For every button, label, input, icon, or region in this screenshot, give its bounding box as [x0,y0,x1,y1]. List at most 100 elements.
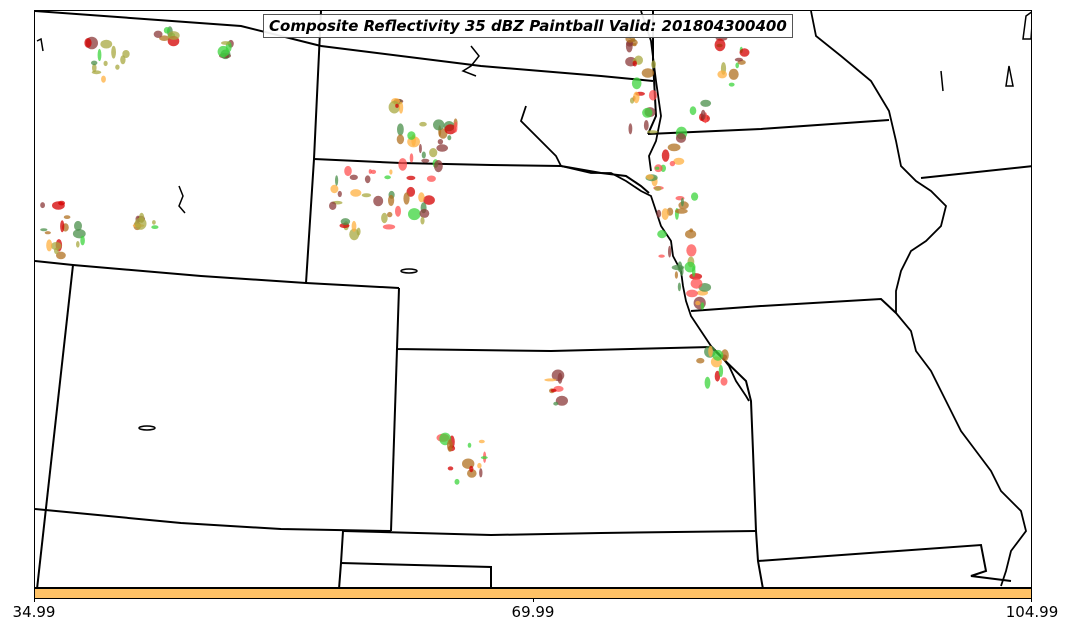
paintball-echo [557,372,563,384]
paintball-echo [389,169,393,175]
paintball-echo [408,208,421,221]
paintball-echo [418,143,422,154]
paintball-echo [632,43,637,47]
paintball-echo [651,60,656,69]
paintball-echo [44,231,51,235]
paintball-echo [691,192,699,201]
paintball-echo [381,212,388,224]
paintball-echo [689,106,697,116]
paintball-echo [100,39,113,49]
paintball-echo [447,466,454,471]
paintball-echo [454,478,460,485]
paintball-echo [40,202,45,209]
lake-shore-nd [461,45,480,77]
paintball-echo [97,48,102,62]
map-canvas [35,11,1031,587]
paintball-echo [677,261,683,273]
paintball-echo [373,195,384,207]
paintball-echo [700,109,706,120]
paintball-echo [382,224,396,230]
paintball-echo [686,289,698,298]
paintball-echo [720,377,728,386]
paintball-echo [467,469,477,478]
paintball-echo [668,245,672,258]
paintball-echo [641,68,655,78]
paintball-echo [714,38,726,52]
boundary-wy-co-north [35,260,400,289]
paintball-echo [480,456,488,460]
paintball-echo [103,60,108,67]
paintball-echo [120,55,126,65]
paintball-echo [221,41,231,45]
paintball-echo [370,169,377,174]
lake-7 [36,37,44,52]
paintball-echo [384,175,391,180]
paintball-echo [661,149,670,162]
paintball-echo [76,241,80,248]
paintball-echo [728,82,735,87]
lake-5 [940,70,944,92]
colorbar-tick-label: 69.99 [511,603,555,621]
boundary-ok-tx-panhandle [338,530,344,587]
paintball-echo [728,68,739,80]
paintball-echo [685,229,697,239]
paintball-echo [56,251,66,260]
paintball-echo [469,465,474,473]
paintball-echo [643,120,649,131]
paintball-echo [433,119,445,131]
lake-2 [400,268,418,274]
mn-mississippi [640,11,662,172]
paintball-echo [434,160,443,173]
paintball-echo [421,158,430,163]
paintball-echo [691,265,696,277]
paintball-echo [647,130,658,134]
paintball-echo [151,225,159,230]
boundary-ok-ar [757,543,1012,582]
paintball-echo [92,63,97,73]
paintball-echo [655,166,660,170]
paintball-echo [80,235,85,246]
paintball-echo [350,189,362,197]
paintball-echo [721,349,729,362]
paintball-echo [397,123,404,136]
boundary-montana-wyoming [35,11,322,47]
paintball-echo [395,103,399,108]
boundary-sd-ne [313,158,650,194]
colorbar-tick-mark [34,598,35,602]
paintball-echo [406,175,416,181]
lake-3 [178,185,186,214]
boundary-utah-co [36,264,74,587]
paintball-echo [54,247,59,254]
paintball-echo [632,60,637,67]
paintball-echo [700,99,712,107]
paintball-echo [690,278,703,289]
boundary-wi-il [920,165,1031,179]
paintball-echo [654,186,662,192]
paintball-echo [735,62,739,69]
paintball-echo [657,230,667,239]
paintball-echo [642,107,653,118]
paintball-echo [388,194,395,207]
paintball-echo [396,134,405,145]
paintball-echo [453,121,458,133]
paintball-echo [418,192,425,203]
paintball-echo [673,157,685,165]
paintball-echo [478,439,485,444]
paintball-echo [739,48,750,57]
paintball-echo [419,121,427,127]
paintball-echo [344,165,352,177]
paintball-echo [335,175,339,186]
paintball-echo [340,218,351,226]
paintball-echo [712,349,724,361]
paintball-echo [708,345,713,357]
paintball-echo [718,365,724,377]
paintball-echo [419,208,430,218]
paintball-echo [553,401,559,406]
paintball-echo [368,169,372,174]
paintball-echo [101,75,106,83]
paintball-echo [555,395,569,406]
paintball-echo [645,174,654,180]
paintball-echo [403,192,410,205]
paintball-echo [122,50,130,58]
paintball-echo [436,144,449,152]
